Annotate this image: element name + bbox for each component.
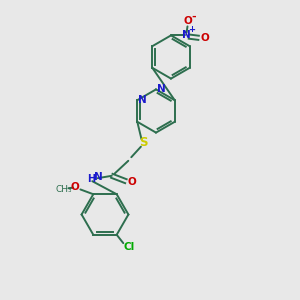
Text: N: N [138, 95, 147, 105]
Text: -: - [191, 11, 196, 22]
Text: O: O [200, 33, 209, 43]
Text: O: O [71, 182, 80, 192]
Text: S: S [139, 136, 148, 149]
Text: O: O [183, 16, 192, 26]
Text: Cl: Cl [124, 242, 135, 252]
Text: N: N [94, 172, 103, 182]
Text: H: H [87, 174, 95, 184]
Text: N: N [182, 30, 190, 40]
Text: O: O [128, 177, 136, 188]
Text: CH₃: CH₃ [56, 184, 73, 194]
Text: +: + [188, 26, 195, 34]
Text: N: N [157, 84, 166, 94]
